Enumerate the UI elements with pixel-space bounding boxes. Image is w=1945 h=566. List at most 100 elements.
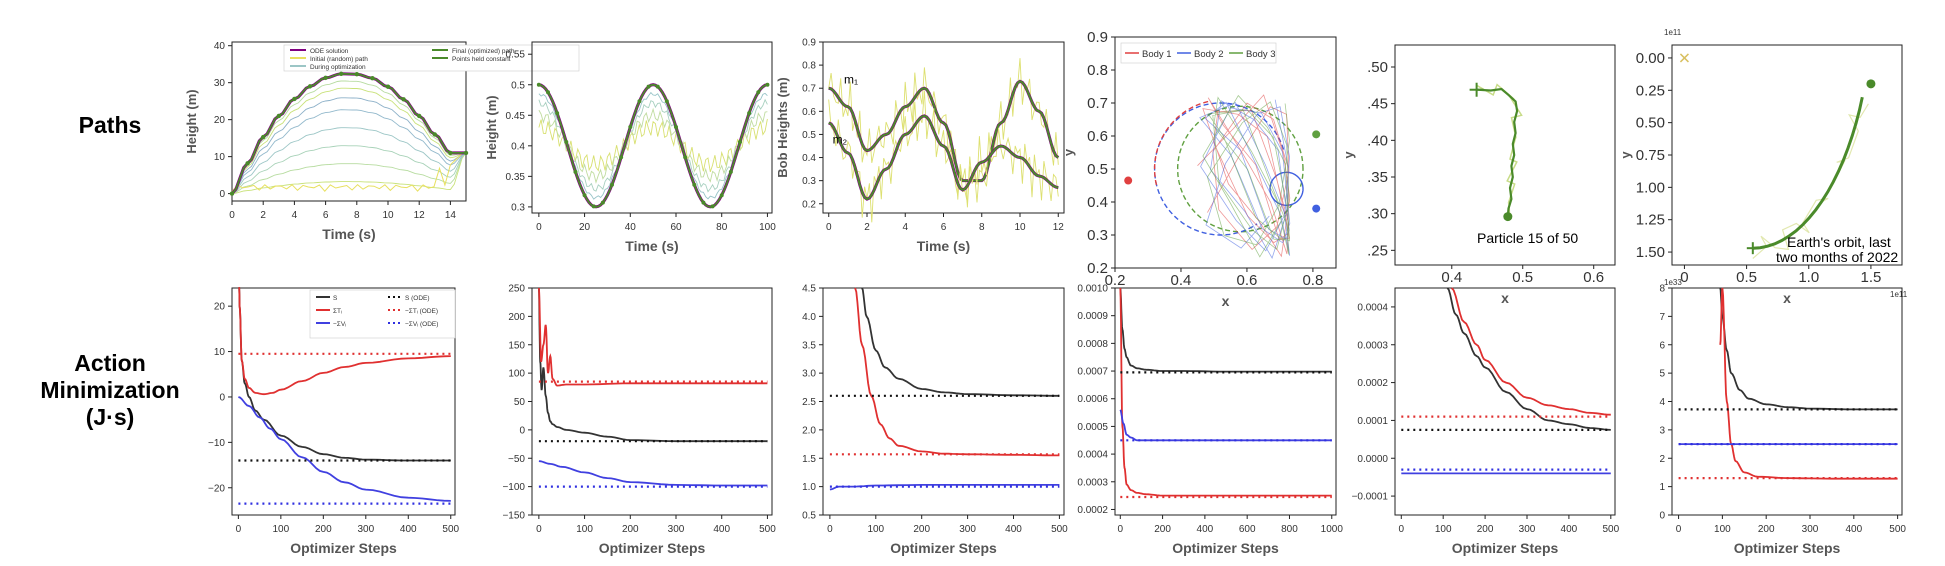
legend-label: Final (optimized) path — [452, 48, 515, 55]
chart-projectile: 0 2 4 6 8 10 12 14 0 10 20 30 40 Time (s) Height (m) OD… — [184, 41, 580, 242]
y-tick-label: 0.3 — [511, 202, 525, 213]
x-tick-label: 200 — [1758, 524, 1775, 535]
x-tick-label: 200 — [1154, 524, 1171, 535]
y-tick-label: 0.25 — [1636, 82, 1665, 99]
series-line-0 — [538, 287, 768, 443]
final-path-marker — [628, 124, 633, 129]
body-optimization-path — [1202, 94, 1290, 258]
x-tick-label: 400 — [1845, 524, 1862, 535]
x-tick-label: 0 — [536, 524, 542, 535]
y-tick-label: 4 — [1659, 397, 1665, 408]
final-path-marker — [719, 193, 724, 198]
y-tick-label: 0.0003 — [1077, 477, 1108, 488]
chart-action-a4: 0 200 400 600 800 1000 0.0002 0.0003 0.0004 0.000… — [1077, 284, 1343, 557]
final-path-marker — [417, 113, 422, 119]
legend-label: S — [333, 295, 338, 302]
final-path-marker — [385, 84, 391, 89]
x-tick-label: 0.8 — [1302, 272, 1323, 289]
y-tick-label: 0.0009 — [1077, 311, 1108, 322]
final-path-marker — [600, 200, 605, 205]
series-line-1 — [1719, 287, 1898, 480]
x-tick-label: 500 — [442, 524, 459, 535]
x-tick-label: 0 — [826, 222, 832, 233]
legend-label: −ΣTᵢ (ODE) — [405, 308, 438, 315]
y-tick-label: 0.5 — [511, 80, 525, 91]
chart-three-body: 0.2 0.4 0.6 0.8 0.2 0.3 0.4 0.5 0.6 0.7 0.8 0.9 x y Bo… — [1061, 29, 1337, 309]
y-tick-label: −50 — [508, 454, 525, 465]
y-tick-label: 1.50 — [1636, 244, 1665, 261]
final-path-marker — [582, 193, 587, 198]
series-line-0 — [861, 287, 1060, 397]
final-path-marker — [555, 111, 560, 116]
ode-solution-line — [538, 83, 768, 209]
x-tick-label: 14 — [445, 210, 457, 221]
y-tick-label: 0 — [1659, 511, 1665, 522]
x-tick-label: 500 — [1051, 524, 1068, 535]
final-path-marker — [354, 71, 359, 77]
final-path-marker — [401, 97, 406, 102]
x-axis-label: Optimizer Steps — [1452, 540, 1559, 556]
chart-action-a5: 0 100 200 300 400 500 −0.0001 0.0000 0.0001 0.000… — [1352, 287, 1620, 556]
y-tick-label: 0.0003 — [1357, 340, 1388, 351]
x-axis-label: Optimizer Steps — [290, 540, 397, 556]
x-tick-label: 0 — [229, 210, 235, 221]
body2-loop — [1269, 171, 1304, 207]
series-line-0 — [1719, 287, 1898, 411]
series-line-2 — [238, 396, 451, 502]
x-tick-label: 0 — [1399, 524, 1405, 535]
x-tick-label: 300 — [959, 524, 976, 535]
y-tick-label: 0.00 — [1636, 50, 1665, 67]
y-tick-label: 0.45 — [506, 111, 526, 122]
orbit-final-path — [1752, 96, 1864, 250]
x-tick-label: 300 — [1519, 524, 1536, 535]
optimization-path — [538, 98, 768, 193]
x-tick-label: 100 — [867, 524, 884, 535]
y-tick-label: 0.2 — [802, 199, 816, 210]
x-tick-label: 100 — [759, 222, 776, 233]
y-tick-label: 0.6 — [802, 107, 816, 118]
y-tick-label: 20 — [214, 115, 226, 126]
x-tick-label: 400 — [1561, 524, 1578, 535]
x-tick-label: 4 — [902, 222, 908, 233]
final-path-marker — [463, 150, 469, 156]
chart-oscillator: 0 20 40 60 80 100 0.3 0.35 0.4 0.45 0.5 0.55 Time (s… — [484, 41, 776, 254]
legend-label: During optimization — [310, 64, 366, 71]
y-tick-label: 1.00 — [1636, 179, 1665, 196]
y-tick-label: 150 — [508, 340, 525, 351]
orbit-annotation-line2: two months of 2022 — [1776, 249, 1898, 265]
final-path-marker — [261, 134, 266, 140]
x-tick-label: 0.6 — [1237, 272, 1258, 289]
y-tick-label: .50 — [1367, 59, 1388, 76]
y-tick-label: 0.75 — [1636, 147, 1665, 164]
chart-pendulum: 0 2 4 6 8 10 12 0.2 0.3 0.4 0.5 0.6 0.7 0.8 0.9 Time (s… — [775, 38, 1065, 254]
plot-frame — [531, 287, 773, 516]
final-path-marker — [229, 191, 235, 196]
y-tick-label: −100 — [502, 482, 525, 493]
y-tick-label: 200 — [508, 312, 525, 323]
plot-frame — [1671, 287, 1903, 516]
y-tick-label: 0.0007 — [1077, 367, 1108, 378]
y-tick-label: 0.0004 — [1077, 450, 1108, 461]
x-tick-label: 10 — [1014, 222, 1026, 233]
plot-frame — [1394, 287, 1616, 516]
row-label-paths-text: Paths — [78, 112, 142, 138]
y-tick-label: 2 — [1659, 454, 1665, 465]
legend-label: Points held constant — [452, 56, 511, 63]
body2-start — [1312, 204, 1321, 213]
y-tick-label: 0.8 — [1087, 62, 1108, 79]
x-tick-label: 0 — [827, 524, 833, 535]
y-tick-label: 0.0010 — [1077, 284, 1108, 295]
y-tick-label: 0.0004 — [1357, 302, 1388, 313]
y-tick-label: −20 — [208, 483, 225, 494]
series-line-1 — [1450, 287, 1611, 416]
body3-start — [1312, 130, 1321, 139]
y-tick-label: 0.5 — [802, 130, 816, 141]
optimization-path — [231, 145, 467, 195]
y-tick-label: .30 — [1367, 206, 1388, 223]
final-path-line — [538, 83, 768, 208]
body1-orbit — [1153, 100, 1209, 187]
x-axis-label: Optimizer Steps — [890, 540, 997, 556]
x-tick-label: 0 — [1118, 524, 1124, 535]
row-label-action-line2: Minimization — [40, 377, 180, 403]
x-tick-label: 200 — [913, 524, 930, 535]
